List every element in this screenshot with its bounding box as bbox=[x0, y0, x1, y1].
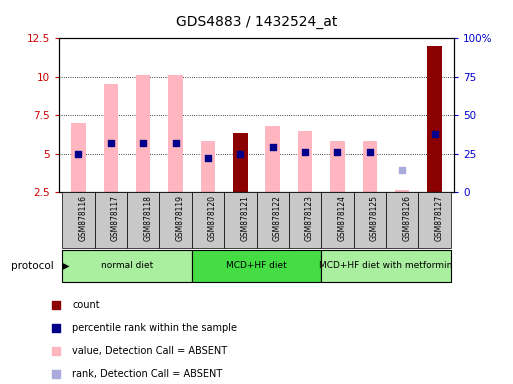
Text: ▶: ▶ bbox=[62, 261, 69, 271]
Point bbox=[236, 151, 244, 157]
Text: GSM878123: GSM878123 bbox=[305, 195, 314, 241]
Bar bbox=[330, 141, 345, 192]
Point bbox=[107, 140, 115, 146]
Point bbox=[139, 140, 147, 146]
Bar bbox=[427, 46, 442, 192]
Bar bbox=[192, 192, 224, 248]
Bar bbox=[233, 133, 248, 192]
Text: GSM878116: GSM878116 bbox=[78, 195, 87, 241]
Point bbox=[52, 348, 60, 354]
Point bbox=[52, 301, 60, 308]
Text: count: count bbox=[72, 300, 100, 310]
Text: GSM878117: GSM878117 bbox=[111, 195, 120, 241]
Bar bbox=[201, 141, 215, 192]
Bar bbox=[321, 250, 451, 282]
Text: GSM878120: GSM878120 bbox=[208, 195, 217, 241]
Bar bbox=[386, 192, 419, 248]
Bar bbox=[62, 192, 94, 248]
Text: MCD+HF diet: MCD+HF diet bbox=[226, 262, 287, 270]
Bar bbox=[289, 192, 321, 248]
Text: percentile rank within the sample: percentile rank within the sample bbox=[72, 323, 237, 333]
Point bbox=[269, 144, 277, 151]
Point bbox=[430, 131, 439, 137]
Text: GSM878121: GSM878121 bbox=[240, 195, 249, 241]
Text: value, Detection Call = ABSENT: value, Detection Call = ABSENT bbox=[72, 346, 227, 356]
Bar bbox=[71, 123, 86, 192]
Bar bbox=[104, 84, 118, 192]
Bar bbox=[363, 141, 377, 192]
Text: GSM878127: GSM878127 bbox=[435, 195, 444, 241]
Point bbox=[52, 371, 60, 377]
Point bbox=[398, 167, 406, 174]
Bar bbox=[224, 192, 256, 248]
Text: GSM878119: GSM878119 bbox=[175, 195, 185, 241]
Bar bbox=[192, 250, 321, 282]
Bar bbox=[395, 190, 409, 192]
Text: GSM878122: GSM878122 bbox=[273, 195, 282, 241]
Bar bbox=[265, 126, 280, 192]
Point bbox=[204, 155, 212, 161]
Point bbox=[333, 149, 342, 155]
Point bbox=[74, 151, 83, 157]
Bar bbox=[94, 192, 127, 248]
Point bbox=[366, 149, 374, 155]
Bar bbox=[136, 75, 150, 192]
Text: GSM878125: GSM878125 bbox=[370, 195, 379, 241]
Point bbox=[52, 324, 60, 331]
Bar bbox=[168, 75, 183, 192]
Text: GSM878118: GSM878118 bbox=[143, 195, 152, 241]
Bar bbox=[256, 192, 289, 248]
Text: GDS4883 / 1432524_at: GDS4883 / 1432524_at bbox=[176, 15, 337, 29]
Bar bbox=[160, 192, 192, 248]
Text: GSM878124: GSM878124 bbox=[338, 195, 346, 241]
Bar bbox=[353, 192, 386, 248]
Text: MCD+HF diet with metformin: MCD+HF diet with metformin bbox=[319, 262, 452, 270]
Text: rank, Detection Call = ABSENT: rank, Detection Call = ABSENT bbox=[72, 369, 222, 379]
Bar bbox=[321, 192, 353, 248]
Point bbox=[171, 140, 180, 146]
Bar bbox=[62, 250, 192, 282]
Text: normal diet: normal diet bbox=[101, 262, 153, 270]
Text: protocol: protocol bbox=[11, 261, 54, 271]
Bar bbox=[298, 131, 312, 192]
Bar bbox=[419, 192, 451, 248]
Point bbox=[301, 149, 309, 155]
Bar bbox=[127, 192, 160, 248]
Text: GSM878126: GSM878126 bbox=[402, 195, 411, 241]
